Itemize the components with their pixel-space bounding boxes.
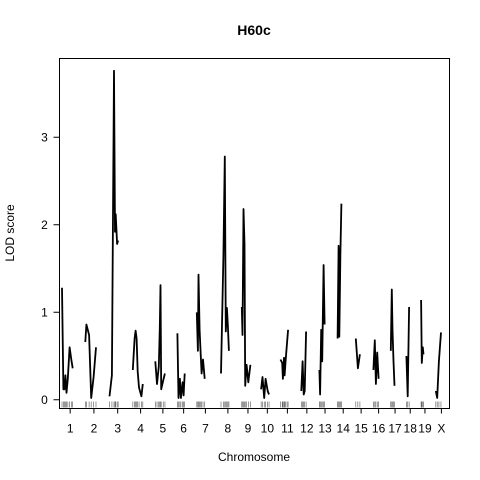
y-tick-label: 0 <box>41 393 48 407</box>
lod-curve-chr-16 <box>372 339 380 385</box>
lod-curve-chr-X <box>434 332 442 399</box>
lod-curve-chr-1 <box>61 287 74 394</box>
lod-curve-chr-11 <box>279 329 289 380</box>
x-tick-label-chr-7: 7 <box>202 422 209 436</box>
x-tick-label-chr-10: 10 <box>261 422 275 436</box>
x-tick-label-chr-5: 5 <box>160 422 167 436</box>
x-tick-label-chr-17: 17 <box>388 422 402 436</box>
lod-curves <box>61 69 442 399</box>
plot-frame <box>59 58 450 409</box>
lod-curve-chr-6 <box>176 333 186 399</box>
x-tick-label-chr-4: 4 <box>137 422 144 436</box>
lod-curve-chr-7 <box>195 273 206 379</box>
x-tick-label-chr-14: 14 <box>337 422 351 436</box>
lod-curve-chr-17 <box>389 288 396 386</box>
lod-curve-chr-14 <box>336 203 343 339</box>
lod-curve-chr-15 <box>354 338 361 370</box>
lod-curve-chr-12 <box>300 331 307 396</box>
x-tick-label-chr-9: 9 <box>245 422 252 436</box>
x-tick-label-chr-8: 8 <box>225 422 232 436</box>
y-tick-label: 1 <box>41 305 48 319</box>
x-tick-label-chr-6: 6 <box>180 422 187 436</box>
lod-curve-chr-13 <box>318 264 326 396</box>
lod-curve-chr-3 <box>108 69 119 397</box>
x-tick-label-chr-13: 13 <box>318 422 332 436</box>
x-tick-label-chr-3: 3 <box>114 422 121 436</box>
x-axis-label: Chromosome <box>218 450 290 464</box>
x-tick-label-chr-11: 11 <box>281 422 294 436</box>
x-tick-label-chr-2: 2 <box>91 422 98 436</box>
y-axis: 0 1 2 3 <box>41 130 60 407</box>
x-tick-label-chr-16: 16 <box>372 422 386 436</box>
y-axis-label: LOD score <box>3 204 17 262</box>
x-axis: 1 2 3 4 5 6 7 8 9 10 11 12 13 14 15 16 17 18 19 X <box>67 408 445 436</box>
lod-curve-chr-8 <box>220 155 230 374</box>
x-tick-label-chr-1: 1 <box>67 422 74 436</box>
x-tick-label-chr-X: X <box>437 422 445 436</box>
x-tick-label-chr-19: 19 <box>418 422 432 436</box>
x-tick-label-chr-15: 15 <box>354 422 368 436</box>
y-tick-label: 2 <box>41 218 48 232</box>
x-tick-label-chr-12: 12 <box>300 422 314 436</box>
lod-curve-chr-2 <box>84 323 97 399</box>
lod-curve-chr-18 <box>405 306 410 398</box>
x-tick-label-chr-18: 18 <box>404 422 418 436</box>
lod-curve-chr-9 <box>240 208 252 387</box>
y-tick-label: 3 <box>41 130 48 144</box>
lod-curve-chr-4 <box>131 329 144 398</box>
lod-curve-chr-19 <box>420 299 425 364</box>
marker-rug <box>61 401 442 408</box>
lod-curve-chr-5 <box>154 284 166 391</box>
lod-curve-chr-10 <box>260 376 270 399</box>
chart-title: H60c <box>237 22 271 38</box>
